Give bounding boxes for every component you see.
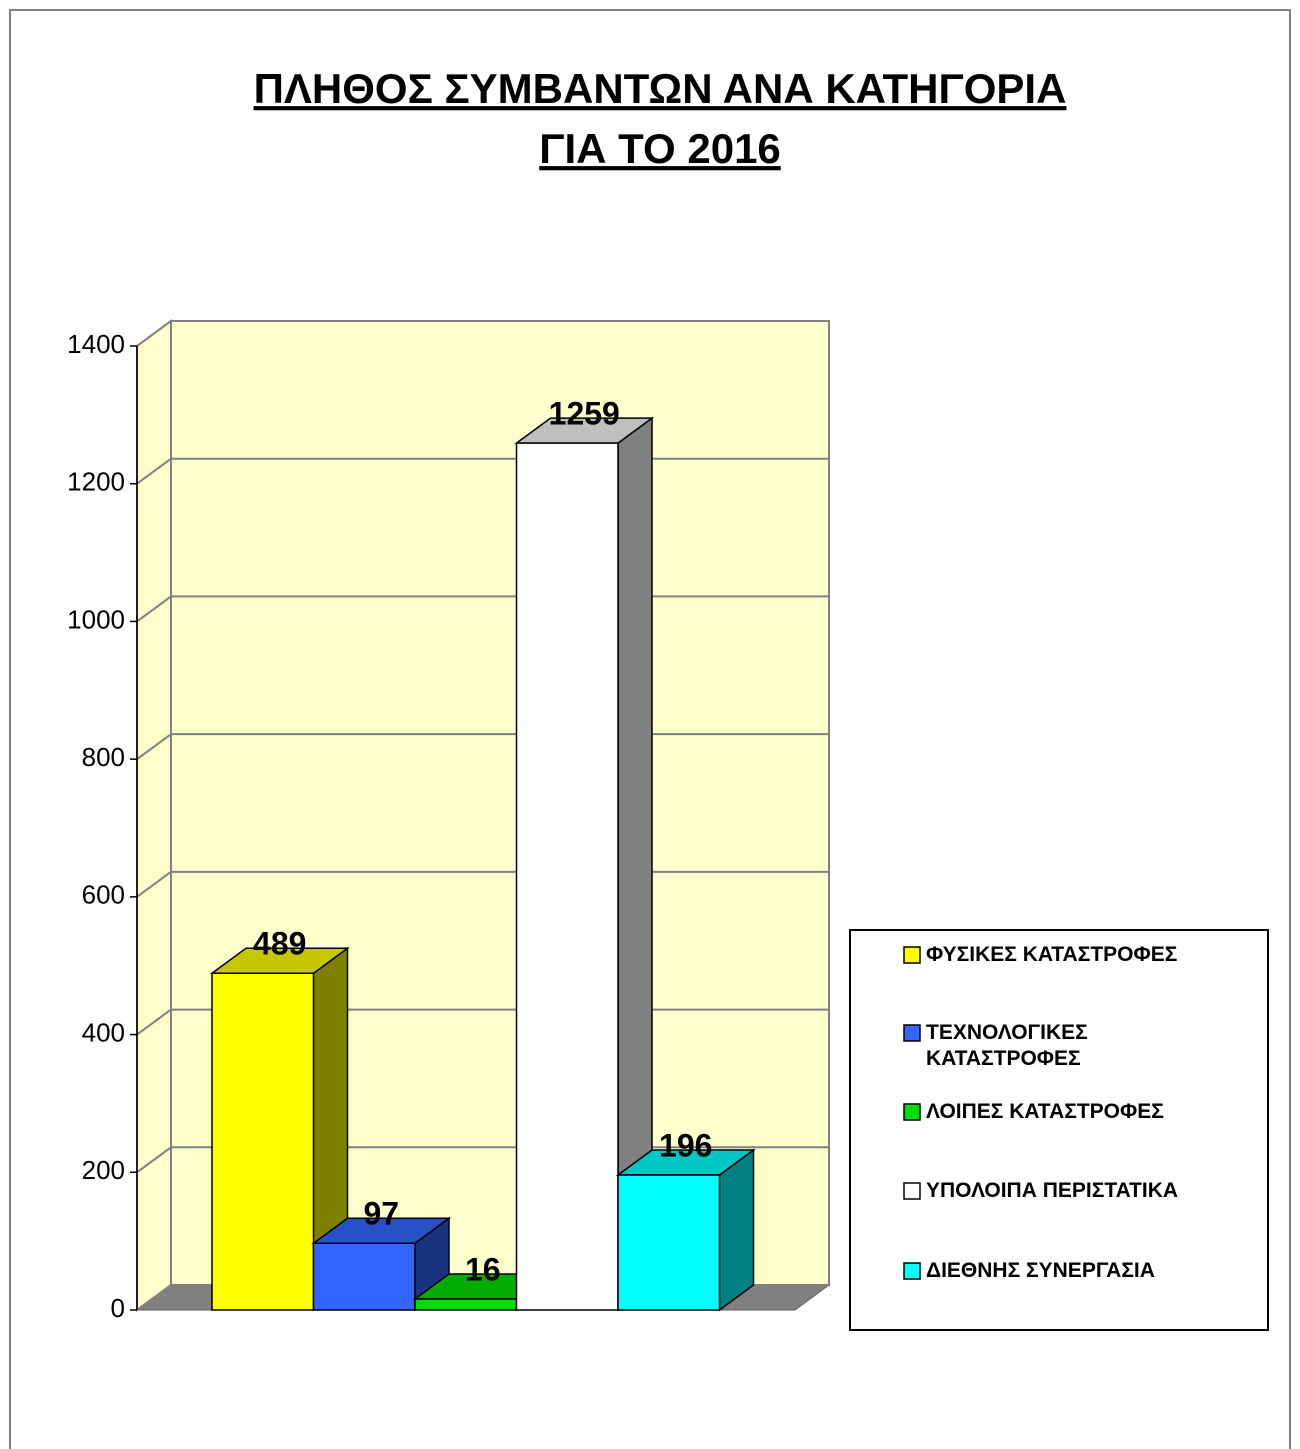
legend-label: ΤΕΧΝΟΛΟΓΙΚΕΣ ΚΑΤΑΣΤΡΟΦΕΣ <box>926 1021 1088 1070</box>
grid-line <box>136 320 172 347</box>
legend-swatch <box>903 1182 921 1200</box>
y-tick-label: 1400 <box>67 329 125 359</box>
legend-swatch <box>903 1262 921 1280</box>
side-wall <box>136 319 172 1312</box>
chart-title: ΠΛΗΘΟΣ ΣΥΜΒΑΝΤΩΝ ΑΝΑ ΚΑΤΗΓΟΡΙΑ <box>254 65 1067 112</box>
bar-front <box>414 1298 518 1311</box>
y-tick-label: 800 <box>82 742 125 772</box>
data-label: 489 <box>253 926 306 962</box>
grid-line <box>136 1008 172 1036</box>
data-label: 196 <box>659 1127 712 1163</box>
legend-label: ΛΟΙΠΕΣ ΚΑΤΑΣΤΡΟΦΕΣ <box>926 1100 1164 1123</box>
y-tick-label: 1200 <box>67 467 125 497</box>
y-tick-label: 0 <box>111 1293 125 1323</box>
grid-line <box>136 871 172 898</box>
y-tick-label: 200 <box>82 1155 125 1185</box>
legend-label: ΔΙΕΘΝΗΣ ΣΥΝΕΡΓΑΣΙΑ <box>926 1259 1155 1282</box>
chart-title: ΓΙΑ ΤΟ 2016 <box>539 125 781 172</box>
grid-line <box>136 1284 172 1311</box>
data-label: 97 <box>363 1196 399 1232</box>
legend-swatch <box>903 1103 921 1121</box>
frame <box>9 9 1291 1449</box>
y-tick-label: 600 <box>82 880 125 910</box>
bar-side <box>718 1148 755 1312</box>
bar <box>615 1148 756 1312</box>
grid-line <box>136 457 172 485</box>
bar-front <box>211 972 315 1311</box>
data-label: 1259 <box>549 396 620 432</box>
legend-label: ΦΥΣΙΚΕΣ ΚΑΤΑΣΤΡΟΦΕΣ <box>926 943 1178 966</box>
bar-front <box>617 1174 721 1311</box>
grid-line <box>136 595 172 623</box>
data-label: 16 <box>465 1251 501 1287</box>
grid-line <box>136 1146 172 1174</box>
y-tick-label: 400 <box>82 1017 125 1047</box>
bar-front <box>312 1242 416 1311</box>
bar-front <box>515 442 619 1311</box>
legend-swatch <box>903 946 921 964</box>
y-tick-label: 1000 <box>67 604 125 634</box>
grid-line <box>136 733 172 760</box>
legend-swatch <box>903 1024 921 1042</box>
legend-label: ΥΠΟΛΟΙΠΑ ΠΕΡΙΣΤΑΤΙΚΑ <box>926 1179 1179 1202</box>
